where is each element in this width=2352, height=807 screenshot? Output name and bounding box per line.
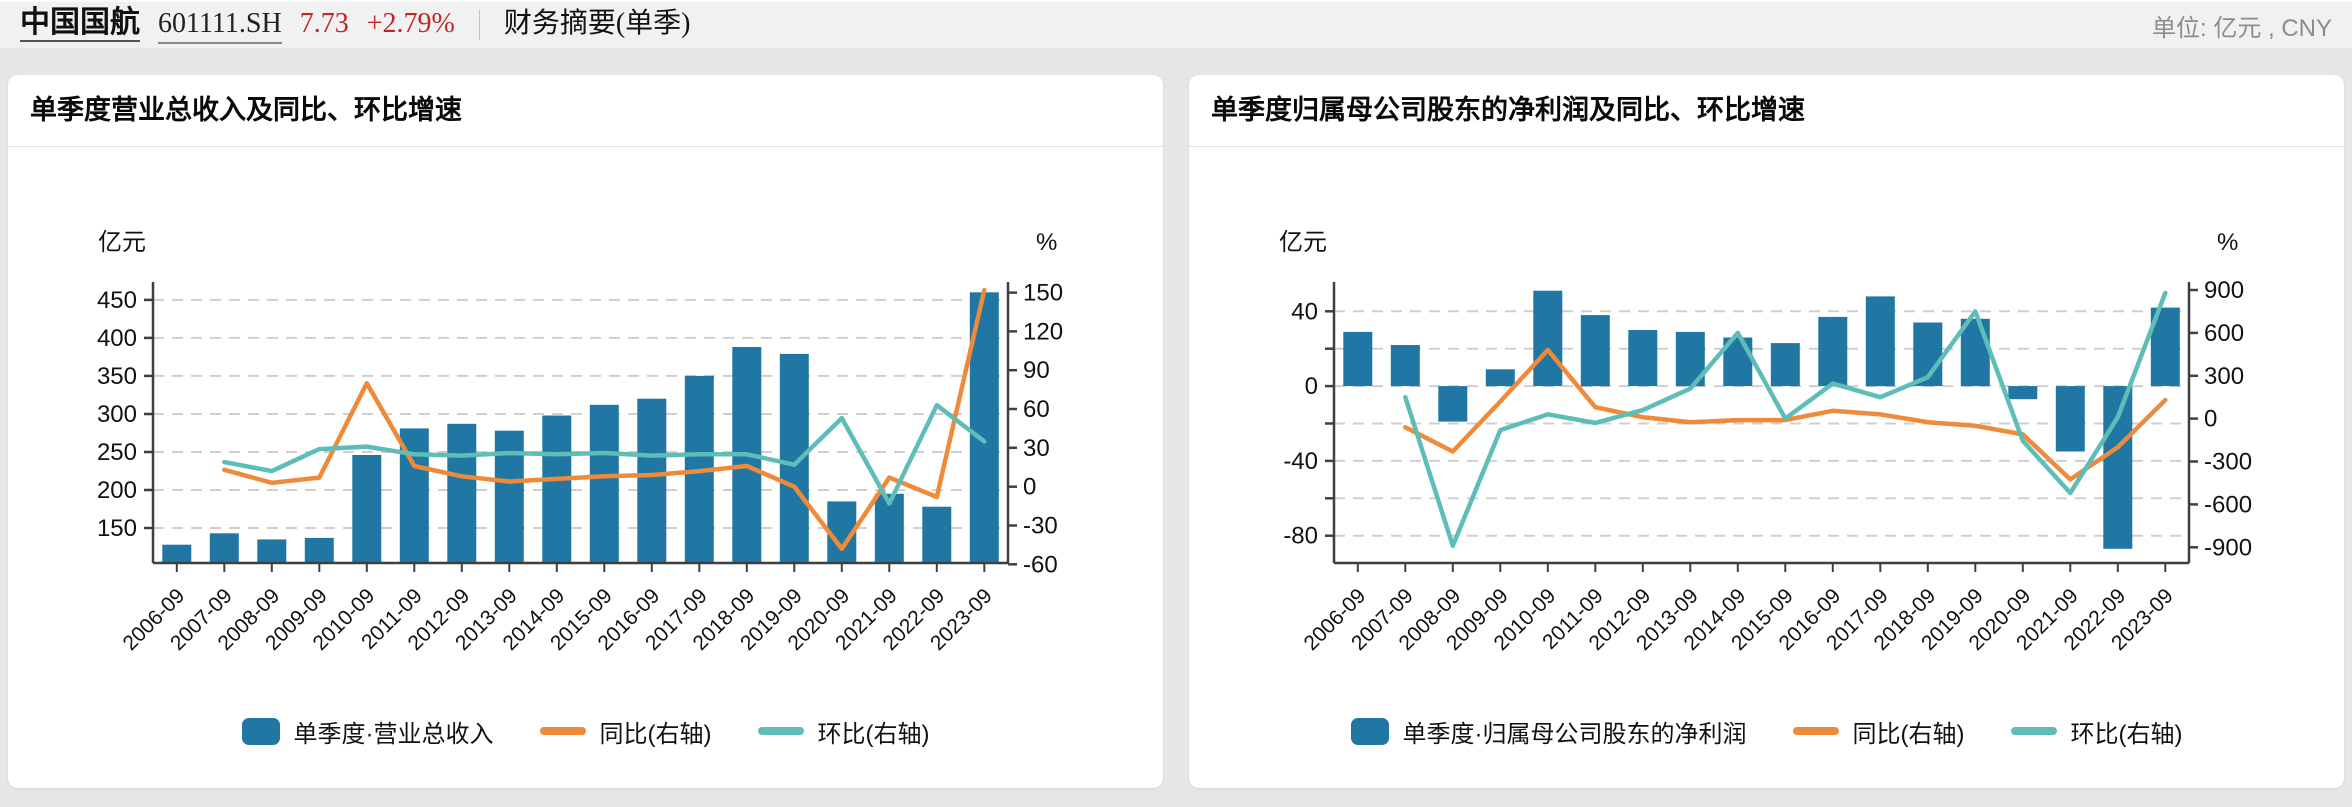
net-profit-chart-canvas[interactable]: 40 0 -40 -80 900 600 300 0 -300 -600 -900 2006-09 20… (1189, 147, 2344, 695)
top-header-bar: 中国国航 601111.SH 7.73 +2.79% 财务摘要(单季) 单位: … (0, 0, 2352, 48)
company-name[interactable]: 中国国航 (20, 6, 140, 43)
svg-text:120: 120 (1023, 318, 1063, 345)
lines-layer (222, 287, 987, 552)
revenue-chart-canvas[interactable]: 450 400 350 300 250 200 150 150 120 90 60 30 0 -30 -60… (8, 147, 1163, 695)
header-divider (478, 9, 480, 40)
legend-item[interactable]: 同比(右轴) (539, 714, 712, 749)
svg-text:-900: -900 (2204, 534, 2252, 561)
legend-bar-swatch (1350, 717, 1389, 745)
revenue-chart-card: 单季度营业总收入及同比、环比增速 450 400 350 300 250 200 150 15… (8, 75, 1163, 788)
legend-line-swatch (757, 727, 804, 735)
svg-text:450: 450 (97, 287, 137, 314)
stock-change-percent: +2.79% (366, 8, 455, 40)
legend-label: 环比(右轴) (817, 720, 930, 748)
chart-plot[interactable]: 4504003503002502001501501209060300-30-60… (8, 147, 1163, 695)
svg-text:30: 30 (1023, 435, 1050, 462)
svg-text:60: 60 (1023, 396, 1050, 423)
right-axis-unit: % (2217, 229, 2238, 256)
svg-text:-80: -80 (1283, 523, 1318, 550)
chart-plot[interactable]: 400-40-809006003000-300-600-9002006-0920… (1189, 147, 2344, 695)
legend-line-swatch (1792, 727, 1839, 735)
left-axis-unit: 亿元 (1279, 229, 1327, 256)
svg-text:-30: -30 (1023, 512, 1058, 539)
svg-text:400: 400 (97, 325, 137, 352)
net-profit-chart-card: 单季度归属母公司股东的净利润及同比、环比增速 40 0 -40 -80 900 600 30… (1189, 75, 2344, 788)
page-title: 财务摘要(单季) (503, 8, 691, 40)
legend-line-swatch (2010, 727, 2057, 735)
svg-text:-300: -300 (2204, 449, 2252, 476)
bars-layer (162, 292, 999, 563)
net-profit-chart-legend: 单季度·归属母公司股东的净利润 同比(右轴) 环比(右轴) (1189, 695, 2344, 767)
svg-text:-40: -40 (1283, 448, 1318, 475)
net-profit-chart-title: 单季度归属母公司股东的净利润及同比、环比增速 (1189, 75, 2344, 147)
svg-text:40: 40 (1291, 298, 1318, 325)
legend-label: 同比(右轴) (599, 720, 712, 748)
svg-text:150: 150 (97, 515, 137, 542)
svg-text:0: 0 (2204, 406, 2217, 433)
svg-text:0: 0 (1023, 474, 1036, 501)
svg-text:-60: -60 (1023, 551, 1058, 578)
legend-bar-swatch (241, 717, 280, 745)
legend-label: 单季度·归属母公司股东的净利润 (1402, 720, 1747, 748)
svg-text:0: 0 (1305, 373, 1318, 400)
stock-price: 7.73 (299, 8, 349, 40)
legend-label: 单季度·营业总收入 (293, 720, 494, 748)
svg-text:300: 300 (2204, 363, 2244, 390)
svg-text:200: 200 (97, 477, 137, 504)
legend-line-swatch (539, 727, 586, 735)
left-axis-unit: 亿元 (98, 229, 146, 256)
revenue-chart-legend: 单季度·营业总收入 同比(右轴) 环比(右轴) (8, 695, 1163, 767)
lines-layer (1403, 290, 2168, 549)
chart-cards-row: 单季度营业总收入及同比、环比增速 450 400 350 300 250 200 150 15… (0, 48, 2352, 788)
legend-label: 环比(右轴) (2070, 720, 2183, 748)
svg-text:300: 300 (97, 401, 137, 428)
revenue-chart-title: 单季度营业总收入及同比、环比增速 (8, 75, 1163, 147)
right-axis-unit: % (1036, 229, 1057, 256)
legend-item[interactable]: 环比(右轴) (757, 714, 930, 749)
legend-item[interactable]: 同比(右轴) (1792, 714, 1965, 749)
svg-text:90: 90 (1023, 357, 1050, 384)
legend-item[interactable]: 单季度·归属母公司股东的净利润 (1350, 714, 1747, 749)
unit-note: 单位: 亿元 , CNY (2151, 14, 2332, 42)
svg-text:600: 600 (2204, 320, 2244, 347)
bars-layer (1343, 290, 2180, 549)
legend-item[interactable]: 单季度·营业总收入 (241, 714, 494, 749)
legend-item[interactable]: 环比(右轴) (2010, 714, 2183, 749)
svg-text:-600: -600 (2204, 491, 2252, 518)
stock-code[interactable]: 601111.SH (158, 8, 282, 44)
svg-text:250: 250 (97, 439, 137, 466)
legend-label: 同比(右轴) (1852, 720, 1965, 748)
svg-text:150: 150 (1023, 280, 1063, 307)
svg-text:350: 350 (97, 363, 137, 390)
svg-text:900: 900 (2204, 277, 2244, 304)
